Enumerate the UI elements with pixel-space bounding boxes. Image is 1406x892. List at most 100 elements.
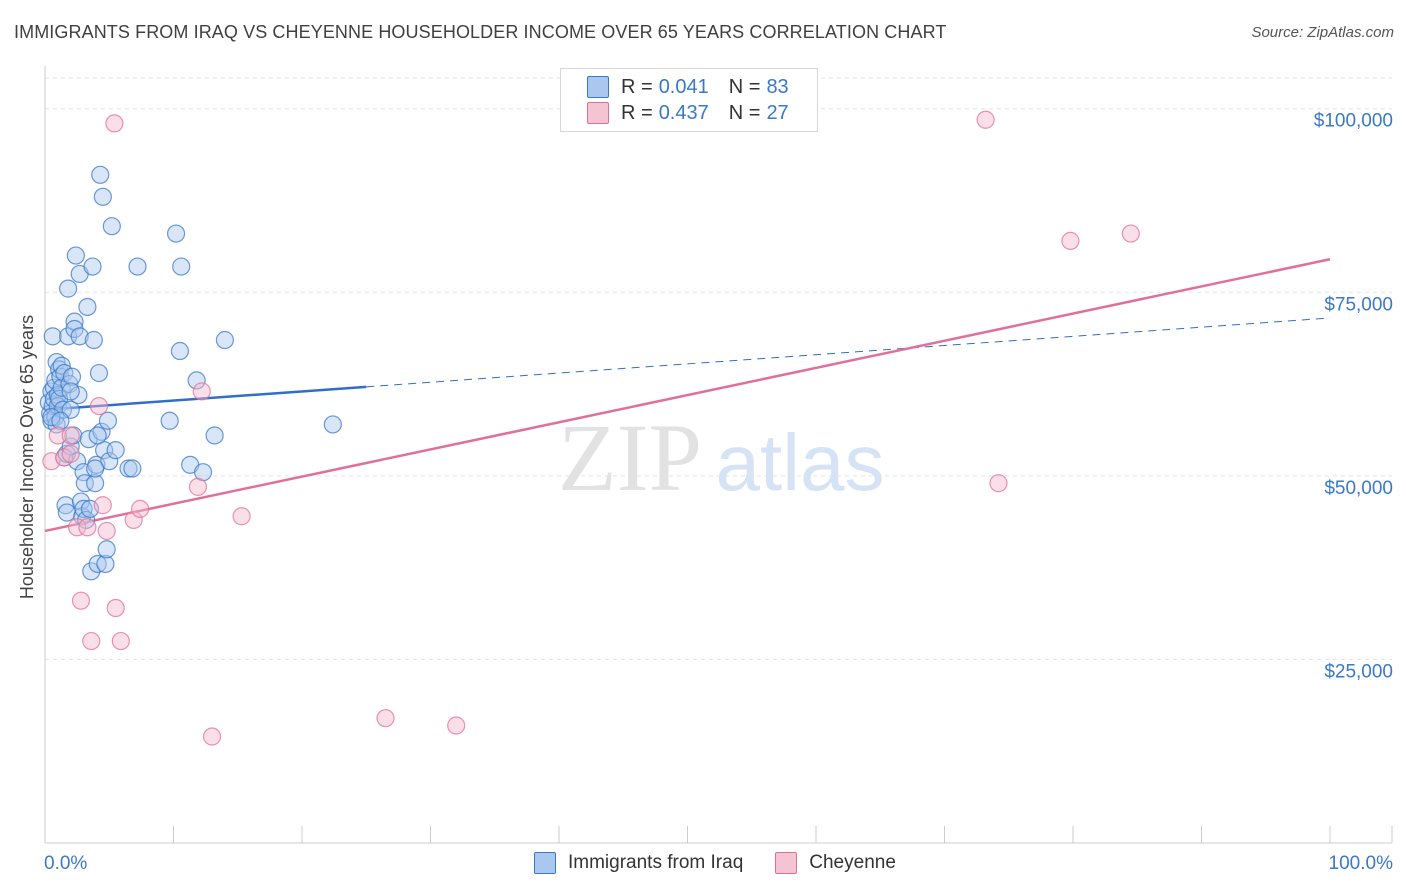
y-tick-label: $25,000 xyxy=(1324,661,1393,682)
legend-swatch-blue xyxy=(587,76,609,98)
cheyenne-point xyxy=(447,716,466,735)
series-swatch-blue xyxy=(534,852,556,874)
iraq-point xyxy=(160,411,179,430)
y-tick-label: $100,000 xyxy=(1314,111,1393,132)
iraq-point xyxy=(74,499,93,518)
y-axis-label: Householder Income Over 65 years xyxy=(17,315,37,599)
cheyenne-point xyxy=(130,499,150,518)
series-swatch-pink xyxy=(775,852,798,874)
watermark-zip: ZIP xyxy=(558,404,702,511)
iraq-point xyxy=(82,562,101,581)
cheyenne-point xyxy=(61,444,80,463)
iraq-point xyxy=(86,474,105,493)
iraq-point xyxy=(88,554,107,574)
cheyenne-point xyxy=(124,510,143,530)
iraq-point xyxy=(51,411,70,430)
iraq-trend-line xyxy=(44,385,367,412)
source-label: Source: ZipAtlas.com xyxy=(1251,24,1394,41)
iraq-point xyxy=(102,217,121,236)
cheyenne-point xyxy=(188,477,208,496)
cheyenne-point xyxy=(48,426,67,445)
iraq-point xyxy=(42,408,61,427)
iraq-point xyxy=(128,257,147,276)
iraq-point xyxy=(84,330,103,350)
iraq-point xyxy=(323,415,342,434)
iraq-point xyxy=(86,459,105,478)
series-label-iraq: Immigrants from Iraq xyxy=(568,852,744,873)
iraq-point xyxy=(215,330,234,350)
y-tick-label: $50,000 xyxy=(1324,478,1393,499)
iraq-point xyxy=(119,459,138,478)
chart-title: IMMIGRANTS FROM IRAQ VS CHEYENNE HOUSEHO… xyxy=(14,22,947,42)
iraq-point xyxy=(98,411,118,430)
cheyenne-point xyxy=(78,518,97,537)
legend-r-value: 0.437 xyxy=(658,101,709,124)
x-tick-label-min: 0.0% xyxy=(44,853,87,874)
iraq-point xyxy=(78,297,97,317)
y-tick-label: $75,000 xyxy=(1324,294,1393,315)
legend-row-cheyenne: R = 0.437 N = 27 xyxy=(587,100,789,126)
iraq-point xyxy=(123,459,142,478)
cheyenne-point xyxy=(202,727,222,746)
cheyenne-point xyxy=(105,114,124,133)
cheyenne-point xyxy=(93,496,112,515)
iraq-point xyxy=(96,554,115,574)
correlation-legend: R = 0.041 N = 83 R = 0.437 N = 27 xyxy=(560,68,818,132)
iraq-point xyxy=(59,279,78,298)
cheyenne-point xyxy=(111,631,130,651)
iraq-point xyxy=(61,382,80,401)
grid-layer xyxy=(45,77,1392,660)
points-layer xyxy=(39,110,1140,746)
legend-row-iraq: R = 0.041 N = 83 xyxy=(587,74,789,100)
iraq-point xyxy=(83,257,102,276)
cheyenne-point xyxy=(61,426,80,445)
iraq-point xyxy=(91,165,110,184)
iraq-point xyxy=(57,503,76,522)
cheyenne-point xyxy=(71,591,91,610)
legend-n-value: 27 xyxy=(766,101,789,124)
iraq-point xyxy=(166,224,186,243)
iraq-point xyxy=(205,426,224,445)
iraq-point xyxy=(100,452,119,471)
cheyenne-point xyxy=(106,598,125,618)
series-label-cheyenne: Cheyenne xyxy=(809,852,896,873)
legend-r-label: R = xyxy=(621,75,653,98)
legend-r-label: R = xyxy=(621,101,653,124)
series-legend: Immigrants from Iraq Cheyenne xyxy=(534,852,928,874)
legend-n-label: N = xyxy=(728,75,761,98)
iraq-point xyxy=(97,540,116,559)
x-tick-label-max: 100.0% xyxy=(1329,853,1394,874)
iraq-point xyxy=(170,341,190,361)
legend-n-value: 83 xyxy=(766,75,789,98)
cheyenne-point xyxy=(97,521,116,541)
cheyenne-point xyxy=(1121,224,1140,243)
cheyenne-trend-line xyxy=(44,258,1331,533)
iraq-point xyxy=(70,327,89,346)
cheyenne-point xyxy=(89,397,109,416)
iraq-point xyxy=(106,441,125,460)
cheyenne-point xyxy=(68,518,87,537)
cheyenne-point xyxy=(989,474,1008,493)
cheyenne-point xyxy=(192,382,211,401)
iraq-point xyxy=(56,496,75,515)
cheyenne-point xyxy=(1061,231,1080,250)
iraq-point xyxy=(93,187,112,206)
iraq-point xyxy=(66,246,85,265)
iraq-point xyxy=(187,371,206,390)
trend-layer xyxy=(44,258,1331,533)
cheyenne-point xyxy=(232,507,251,526)
series-legend-iraq[interactable]: Immigrants from Iraq xyxy=(534,852,743,874)
iraq-trend-extension xyxy=(366,317,1331,388)
cheyenne-point xyxy=(82,631,101,651)
legend-swatch-pink xyxy=(587,102,609,124)
iraq-point xyxy=(89,363,109,383)
series-legend-cheyenne[interactable]: Cheyenne xyxy=(775,852,896,874)
watermark: ZIP atlas xyxy=(558,404,884,511)
legend-n-label: N = xyxy=(728,101,761,124)
cheyenne-point xyxy=(376,709,395,728)
iraq-point xyxy=(43,327,62,346)
iraq-point xyxy=(62,367,82,386)
watermark-atlas: atlas xyxy=(716,418,885,507)
legend-r-value: 0.041 xyxy=(658,75,709,98)
